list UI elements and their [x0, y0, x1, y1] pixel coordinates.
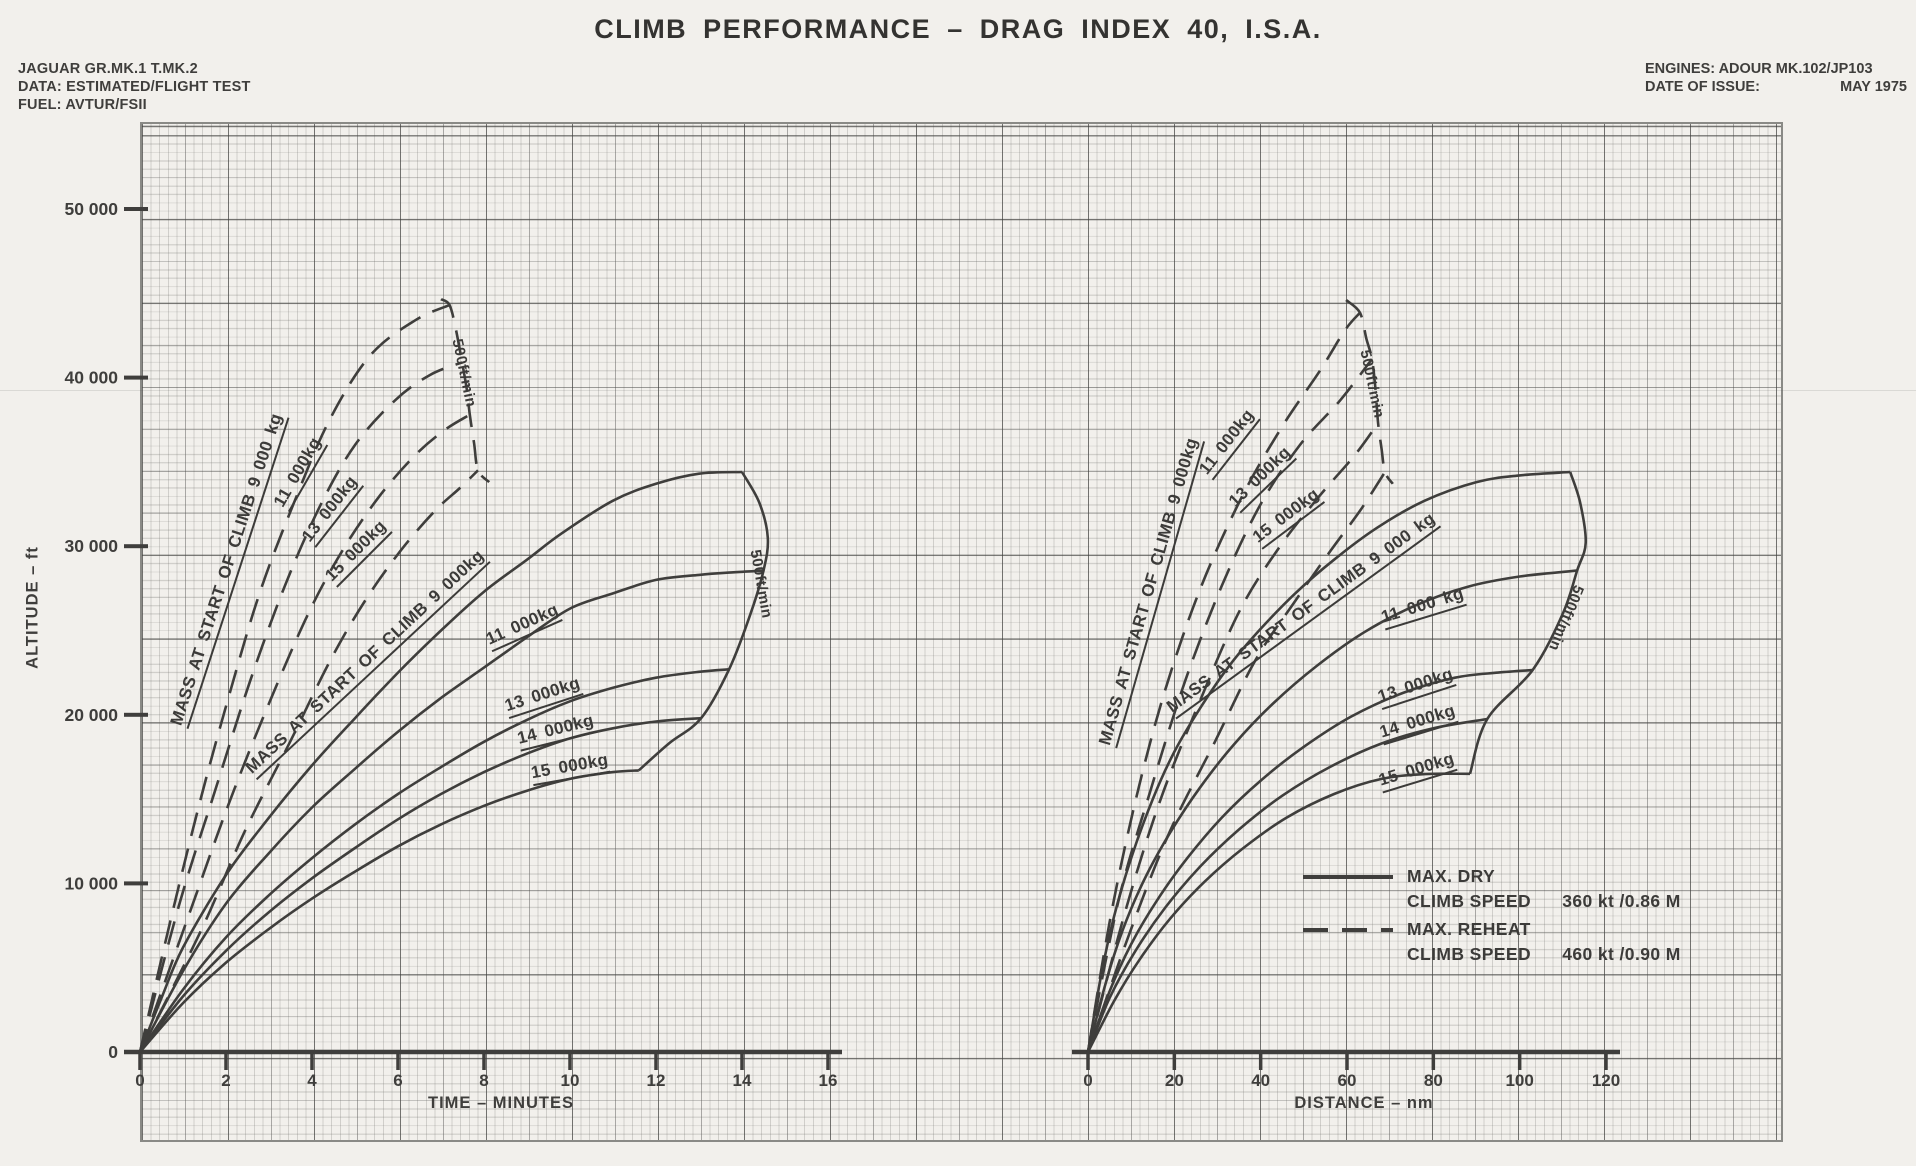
curve-max-reheat-mass-13-000-kg — [138, 413, 471, 1053]
y-axis-tick — [124, 207, 148, 211]
curve-max-dry-mass-11-000-kg — [1086, 569, 1578, 1053]
curve-max-dry-mass-14-000-kg — [138, 716, 702, 1053]
curve-max-dry-mass-11-000-kg — [138, 569, 764, 1053]
legend-detail: CLIMB SPEED 360 kt /0.86 M — [1407, 891, 1681, 912]
x-axis-tick-label: 100 — [1505, 1071, 1533, 1090]
y-axis-tick — [124, 544, 148, 549]
aircraft-info-block: JAGUAR GR.MK.1 T.MK.2 DATA: ESTIMATED/FL… — [18, 60, 251, 114]
legend-detail-label: CLIMB SPEED — [1407, 891, 1531, 911]
curve-max-dry-mass-14-000-kg — [1086, 717, 1488, 1053]
x-axis-tick-label: 40 — [1251, 1071, 1270, 1090]
x-axis-tick-label: 12 — [647, 1071, 666, 1090]
x-axis-tick-label: 2 — [221, 1071, 230, 1090]
curve-max-dry-mass-9-000-kg — [138, 470, 743, 1053]
y-axis-tick — [124, 712, 148, 717]
engine-info-block: ENGINES: ADOUR MK.102/JP103 DATE OF ISSU… — [1645, 60, 1907, 96]
curve-max-reheat-mass-9-000-kg — [1086, 311, 1361, 1053]
curve-500-ft-min-ceiling-boundary-reheat- — [1345, 298, 1394, 485]
y-axis-tick-label: 10 000 — [64, 873, 118, 893]
x-axis-tick-label: 60 — [1338, 1071, 1357, 1090]
y-axis-tick-label: 40 000 — [64, 368, 118, 388]
date-of-issue-line: DATE OF ISSUE: MAY 1975 — [1645, 78, 1907, 96]
solid-line-sample — [1303, 875, 1393, 879]
x-axis-tick-label: 14 — [733, 1071, 752, 1090]
y-axis-tick-label: 20 000 — [64, 705, 118, 725]
legend: MAX. DRY CLIMB SPEED 360 kt /0.86 M MAX.… — [1303, 866, 1681, 972]
curve-500-ft-min-ceiling-boundary-reheat- — [440, 298, 491, 484]
aircraft-type-line: JAGUAR GR.MK.1 T.MK.2 — [18, 61, 198, 77]
curve-500-ft-min-ceiling-boundary-dry- — [1468, 471, 1588, 775]
y-axis-tick — [124, 375, 148, 380]
curve-max-reheat-mass-11-000-kg — [1086, 358, 1374, 1053]
scan-artifact-line — [0, 390, 1916, 391]
x-axis-tick-label: 80 — [1424, 1071, 1443, 1090]
legend-name: MAX. DRY — [1407, 866, 1496, 886]
curve-max-reheat-mass-9-000-kg — [138, 303, 451, 1053]
legend-detail-value: 460 kt /0.90 M — [1562, 944, 1681, 964]
curve-500-ft-min-ceiling-boundary-dry- — [637, 471, 770, 772]
curve-max-dry-mass-13-000-kg — [138, 668, 730, 1053]
dashed-line-sample — [1303, 928, 1393, 932]
page-title: CLIMB PERFORMANCE – DRAG INDEX 40, I.S.A… — [594, 14, 1322, 44]
x-axis-tick-label: 120 — [1592, 1071, 1620, 1090]
x-axis-tick-label: 20 — [1165, 1071, 1184, 1090]
curve-max-dry-mass-13-000-kg — [1086, 668, 1533, 1053]
fuel-type-line: FUEL: AVTUR/FSII — [18, 97, 147, 113]
curve-max-reheat-mass-15-000-kg — [138, 469, 479, 1053]
data-source-line: DATA: ESTIMATED/FLIGHT TEST — [18, 79, 251, 95]
legend-detail: CLIMB SPEED 460 kt /0.90 M — [1407, 944, 1681, 965]
y-axis-tick — [124, 881, 148, 886]
legend-name: MAX. REHEAT — [1407, 919, 1531, 939]
date-of-issue-value: MAY 1975 — [1840, 79, 1907, 95]
curve-max-reheat-mass-15-000-kg — [1086, 471, 1387, 1053]
x-axis-tick-label: 16 — [819, 1071, 838, 1090]
graph-paper-grid — [140, 122, 1783, 1142]
engines-line: ENGINES: ADOUR MK.102/JP103 — [1645, 61, 1873, 77]
x-axis-tick-label: 10 — [561, 1071, 580, 1090]
x-axis-tick-label: 8 — [479, 1071, 488, 1090]
legend-detail-value: 360 kt /0.86 M — [1562, 891, 1681, 911]
curve-max-reheat-mass-13-000-kg — [1086, 422, 1380, 1053]
date-of-issue-label: DATE OF ISSUE: — [1645, 79, 1760, 95]
legend-entry-max-dry: MAX. DRY CLIMB SPEED 360 kt /0.86 M — [1303, 866, 1681, 912]
curve-max-reheat-mass-11-000-kg — [138, 361, 463, 1053]
curve-max-dry-mass-15-000-kg — [1086, 772, 1471, 1053]
x-axis-title: TIME – MINUTES — [428, 1094, 574, 1112]
x-axis-title: DISTANCE – nm — [1294, 1094, 1433, 1112]
x-axis-tick-label: 0 — [1083, 1071, 1092, 1090]
x-axis-tick-label: 4 — [307, 1071, 317, 1090]
legend-detail-label: CLIMB SPEED — [1407, 944, 1531, 964]
x-axis-tick-label: 6 — [393, 1071, 402, 1090]
y-axis-tick-label: 30 000 — [64, 536, 118, 556]
legend-entry-max-reheat: MAX. REHEAT CLIMB SPEED 460 kt /0.90 M — [1303, 919, 1681, 965]
y-axis-tick-label: 50 000 — [64, 199, 118, 219]
x-axis-tick-label: 0 — [135, 1071, 144, 1090]
y-axis-tick-label: 0 — [108, 1042, 118, 1062]
curve-max-dry-mass-15-000-kg — [139, 769, 639, 1053]
